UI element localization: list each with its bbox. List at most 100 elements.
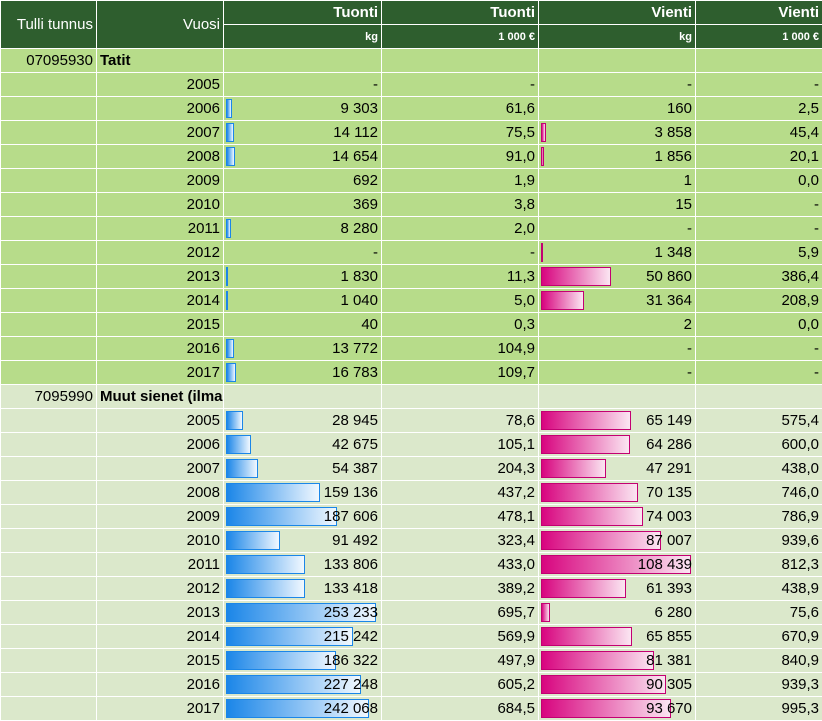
- export-kg-cell[interactable]: 3 858: [538, 120, 696, 145]
- import-kg-cell[interactable]: 692: [223, 168, 382, 193]
- import-kg-cell[interactable]: 8 280: [223, 216, 382, 241]
- import-eur-cell[interactable]: -: [381, 72, 539, 97]
- export-kg-cell[interactable]: 64 286: [538, 432, 696, 457]
- unit-import-kg[interactable]: kg: [223, 24, 382, 49]
- export-eur-cell[interactable]: 45,4: [695, 120, 822, 145]
- header-customs-code[interactable]: Tulli tunnus: [0, 0, 97, 49]
- export-eur-cell[interactable]: -: [695, 192, 822, 217]
- header-export-kg[interactable]: Vienti: [538, 0, 696, 25]
- header-import-eur[interactable]: Tuonti: [381, 0, 539, 25]
- header-year[interactable]: Vuosi: [96, 0, 224, 49]
- import-kg-cell[interactable]: 369: [223, 192, 382, 217]
- import-eur-cell[interactable]: 61,6: [381, 96, 539, 121]
- export-eur-cell[interactable]: -: [695, 360, 822, 385]
- import-eur-cell[interactable]: 695,7: [381, 600, 539, 625]
- import-kg-cell[interactable]: 13 772: [223, 336, 382, 361]
- import-kg-cell[interactable]: 227 248: [223, 672, 382, 697]
- import-kg-cell[interactable]: 242 068: [223, 696, 382, 721]
- empty-cell[interactable]: [538, 48, 696, 73]
- export-kg-cell[interactable]: 47 291: [538, 456, 696, 481]
- year-cell[interactable]: 2013: [96, 600, 224, 625]
- year-cell[interactable]: 2005: [96, 72, 224, 97]
- export-eur-cell[interactable]: 575,4: [695, 408, 822, 433]
- import-eur-cell[interactable]: 104,9: [381, 336, 539, 361]
- empty-cell[interactable]: [695, 384, 822, 409]
- export-kg-cell[interactable]: 160: [538, 96, 696, 121]
- export-eur-cell[interactable]: 746,0: [695, 480, 822, 505]
- export-kg-cell[interactable]: -: [538, 72, 696, 97]
- export-eur-cell[interactable]: 812,3: [695, 552, 822, 577]
- import-kg-cell[interactable]: 187 606: [223, 504, 382, 529]
- year-cell[interactable]: 2006: [96, 432, 224, 457]
- export-eur-cell[interactable]: 75,6: [695, 600, 822, 625]
- empty-cell[interactable]: [223, 48, 382, 73]
- empty-cell[interactable]: [0, 120, 97, 145]
- import-kg-cell[interactable]: -: [223, 240, 382, 265]
- export-kg-cell[interactable]: -: [538, 336, 696, 361]
- empty-cell[interactable]: [538, 384, 696, 409]
- export-eur-cell[interactable]: -: [695, 216, 822, 241]
- empty-cell[interactable]: [381, 48, 539, 73]
- export-kg-cell[interactable]: 50 860: [538, 264, 696, 289]
- empty-cell[interactable]: [0, 192, 97, 217]
- import-kg-cell[interactable]: 253 233: [223, 600, 382, 625]
- empty-cell[interactable]: [0, 360, 97, 385]
- empty-cell[interactable]: [0, 648, 97, 673]
- empty-cell[interactable]: [0, 504, 97, 529]
- year-cell[interactable]: 2009: [96, 504, 224, 529]
- export-eur-cell[interactable]: 786,9: [695, 504, 822, 529]
- export-eur-cell[interactable]: 438,9: [695, 576, 822, 601]
- year-cell[interactable]: 2016: [96, 672, 224, 697]
- import-eur-cell[interactable]: 478,1: [381, 504, 539, 529]
- export-kg-cell[interactable]: 31 364: [538, 288, 696, 313]
- import-eur-cell[interactable]: 204,3: [381, 456, 539, 481]
- export-eur-cell[interactable]: 670,9: [695, 624, 822, 649]
- export-eur-cell[interactable]: 939,3: [695, 672, 822, 697]
- year-cell[interactable]: 2011: [96, 216, 224, 241]
- empty-cell[interactable]: [0, 288, 97, 313]
- export-eur-cell[interactable]: 2,5: [695, 96, 822, 121]
- export-kg-cell[interactable]: 2: [538, 312, 696, 337]
- empty-cell[interactable]: [0, 144, 97, 169]
- import-kg-cell[interactable]: 215 242: [223, 624, 382, 649]
- empty-cell[interactable]: [0, 96, 97, 121]
- year-cell[interactable]: 2017: [96, 360, 224, 385]
- import-kg-cell[interactable]: 28 945: [223, 408, 382, 433]
- empty-cell[interactable]: [381, 384, 539, 409]
- export-kg-cell[interactable]: 61 393: [538, 576, 696, 601]
- import-kg-cell[interactable]: 186 322: [223, 648, 382, 673]
- import-eur-cell[interactable]: 91,0: [381, 144, 539, 169]
- header-export-eur[interactable]: Vienti: [695, 0, 822, 25]
- export-kg-cell[interactable]: 1 856: [538, 144, 696, 169]
- empty-cell[interactable]: [0, 72, 97, 97]
- export-kg-cell[interactable]: 87 007: [538, 528, 696, 553]
- import-kg-cell[interactable]: 14 112: [223, 120, 382, 145]
- export-kg-cell[interactable]: -: [538, 360, 696, 385]
- year-cell[interactable]: 2014: [96, 624, 224, 649]
- year-cell[interactable]: 2007: [96, 120, 224, 145]
- import-kg-cell[interactable]: 133 418: [223, 576, 382, 601]
- empty-cell[interactable]: [0, 336, 97, 361]
- import-eur-cell[interactable]: 0,3: [381, 312, 539, 337]
- import-kg-cell[interactable]: 16 783: [223, 360, 382, 385]
- export-eur-cell[interactable]: 0,0: [695, 168, 822, 193]
- import-eur-cell[interactable]: 11,3: [381, 264, 539, 289]
- import-kg-cell[interactable]: 40: [223, 312, 382, 337]
- export-eur-cell[interactable]: 386,4: [695, 264, 822, 289]
- import-kg-cell[interactable]: 9 303: [223, 96, 382, 121]
- import-eur-cell[interactable]: 437,2: [381, 480, 539, 505]
- import-eur-cell[interactable]: 109,7: [381, 360, 539, 385]
- export-kg-cell[interactable]: 90 305: [538, 672, 696, 697]
- import-kg-cell[interactable]: 54 387: [223, 456, 382, 481]
- customs-code-cell[interactable]: 7095990: [0, 384, 97, 409]
- empty-cell[interactable]: [223, 384, 382, 409]
- export-kg-cell[interactable]: 108 439: [538, 552, 696, 577]
- empty-cell[interactable]: [0, 528, 97, 553]
- year-cell[interactable]: 2016: [96, 336, 224, 361]
- export-kg-cell[interactable]: 70 135: [538, 480, 696, 505]
- import-eur-cell[interactable]: 433,0: [381, 552, 539, 577]
- export-eur-cell[interactable]: 438,0: [695, 456, 822, 481]
- unit-import-eur[interactable]: 1 000 €: [381, 24, 539, 49]
- year-cell[interactable]: 2005: [96, 408, 224, 433]
- year-cell[interactable]: 2008: [96, 144, 224, 169]
